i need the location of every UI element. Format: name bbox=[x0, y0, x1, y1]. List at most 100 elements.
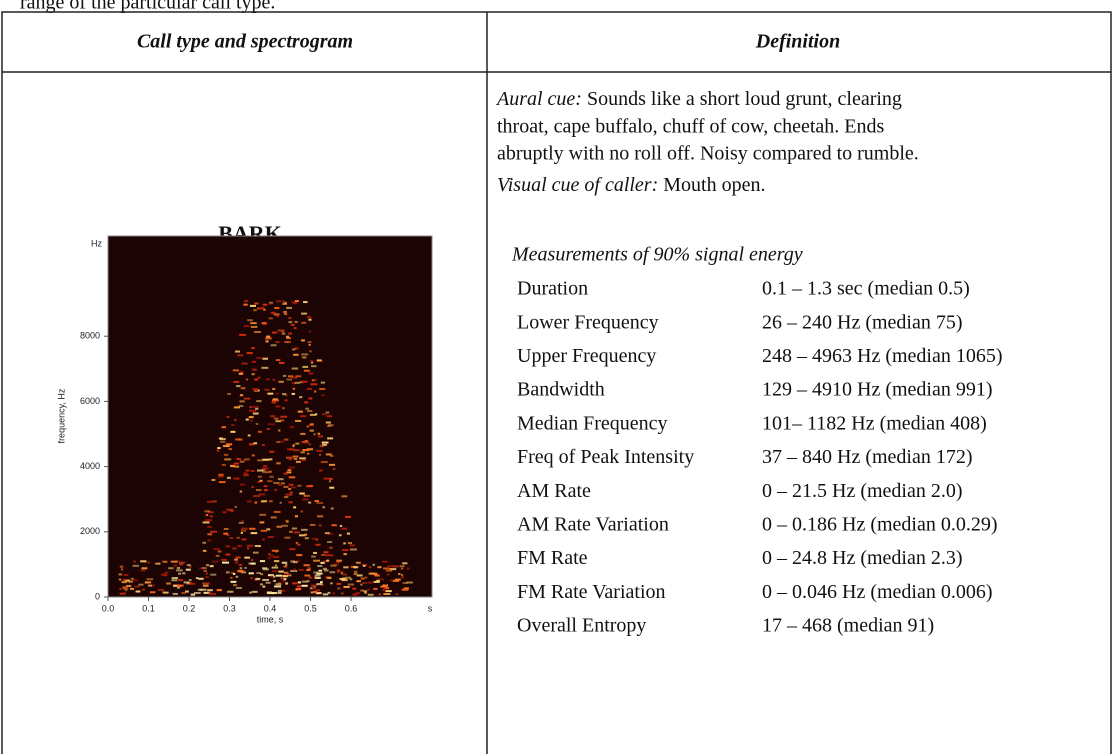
texture-dot bbox=[317, 565, 322, 567]
texture-dot bbox=[365, 577, 368, 579]
texture-dot bbox=[242, 363, 248, 365]
texture-dot bbox=[207, 526, 212, 528]
texture-dot bbox=[265, 337, 272, 339]
texture-dot bbox=[301, 339, 305, 341]
texture-dot bbox=[276, 359, 280, 361]
texture-dot bbox=[266, 340, 269, 342]
texture-dot bbox=[343, 542, 345, 544]
texture-dot bbox=[274, 307, 279, 309]
texture-dot bbox=[313, 433, 315, 435]
texture-dot bbox=[336, 583, 341, 585]
texture-dot bbox=[340, 525, 342, 527]
texture-dot bbox=[241, 387, 246, 389]
texture-dot bbox=[261, 367, 268, 369]
texture-dot bbox=[263, 304, 267, 306]
texture-dot bbox=[234, 559, 238, 561]
texture-dot bbox=[259, 514, 266, 516]
texture-dot bbox=[312, 538, 319, 540]
texture-dot bbox=[138, 584, 143, 586]
texture-dot bbox=[236, 576, 239, 578]
texture-dot bbox=[211, 479, 215, 481]
texture-dot bbox=[122, 581, 127, 583]
texture-dot bbox=[297, 485, 301, 487]
texture-dot bbox=[241, 520, 244, 522]
texture-dot bbox=[246, 352, 252, 354]
texture-dot bbox=[326, 560, 329, 562]
texture-dot bbox=[203, 585, 209, 587]
texture-dot bbox=[280, 416, 287, 418]
texture-dot bbox=[308, 443, 310, 445]
texture-dot bbox=[284, 537, 290, 539]
texture-dot bbox=[205, 519, 212, 521]
texture-dot bbox=[253, 406, 259, 408]
texture-dot bbox=[310, 524, 316, 526]
x-tick-label: 0.1 bbox=[142, 603, 155, 613]
texture-dot bbox=[136, 591, 141, 593]
texture-dot bbox=[292, 528, 297, 530]
texture-dot bbox=[383, 567, 389, 569]
texture-dot bbox=[304, 575, 310, 577]
texture-dot bbox=[327, 541, 332, 543]
texture-dot bbox=[244, 300, 248, 302]
texture-dot bbox=[283, 375, 286, 377]
x-tick-label: 0.6 bbox=[345, 603, 358, 613]
texture-dot bbox=[122, 586, 127, 588]
texture-dot bbox=[369, 566, 372, 568]
texture-dot bbox=[360, 584, 362, 586]
measure-label: Overall Entropy bbox=[517, 615, 646, 637]
texture-dot bbox=[129, 581, 133, 583]
texture-dot bbox=[327, 437, 333, 439]
texture-dot bbox=[249, 416, 254, 418]
texture-dot bbox=[262, 538, 265, 540]
texture-dot bbox=[282, 580, 286, 582]
texture-dot bbox=[323, 593, 328, 595]
texture-dot bbox=[275, 341, 279, 343]
texture-dot bbox=[343, 586, 349, 588]
texture-dot bbox=[120, 593, 126, 595]
texture-dot bbox=[225, 545, 230, 547]
texture-dot bbox=[120, 566, 124, 568]
texture-dot bbox=[252, 486, 254, 488]
texture-dot bbox=[233, 381, 239, 383]
texture-dot bbox=[207, 591, 211, 593]
texture-dot bbox=[312, 379, 315, 381]
texture-dot bbox=[222, 426, 226, 428]
texture-dot bbox=[250, 563, 255, 565]
texture-dot bbox=[302, 366, 308, 368]
y-tick-label: 4000 bbox=[80, 461, 100, 471]
spectrogram bbox=[108, 236, 432, 597]
texture-dot bbox=[319, 524, 322, 526]
texture-dot bbox=[311, 365, 316, 367]
texture-dot bbox=[162, 561, 166, 563]
texture-dot bbox=[390, 579, 393, 581]
texture-dot bbox=[237, 570, 243, 572]
visual-cue-text: Mouth open. bbox=[663, 174, 765, 196]
texture-dot bbox=[174, 565, 177, 567]
texture-dot bbox=[385, 587, 389, 589]
texture-dot bbox=[378, 593, 381, 595]
texture-dot bbox=[276, 462, 281, 464]
texture-dot bbox=[147, 562, 150, 564]
texture-dot bbox=[370, 573, 377, 575]
texture-dot bbox=[253, 413, 259, 415]
texture-dot bbox=[227, 591, 233, 593]
texture-dot bbox=[315, 575, 321, 577]
texture-dot bbox=[173, 593, 178, 595]
texture-dot bbox=[204, 510, 209, 512]
texture-dot bbox=[290, 426, 295, 428]
texture-dot bbox=[233, 369, 239, 371]
texture-dot bbox=[367, 589, 370, 591]
texture-dot bbox=[309, 373, 313, 375]
texture-dot bbox=[269, 471, 272, 473]
texture-dot bbox=[386, 570, 392, 572]
texture-dot bbox=[273, 379, 276, 381]
texture-dot bbox=[256, 489, 262, 491]
texture-dot bbox=[203, 570, 206, 572]
texture-dot bbox=[251, 532, 258, 534]
texture-dot bbox=[119, 579, 122, 581]
texture-dot bbox=[252, 361, 256, 363]
texture-dot bbox=[309, 350, 312, 352]
texture-dot bbox=[339, 534, 341, 536]
texture-dot bbox=[278, 430, 280, 432]
texture-dot bbox=[219, 481, 226, 483]
